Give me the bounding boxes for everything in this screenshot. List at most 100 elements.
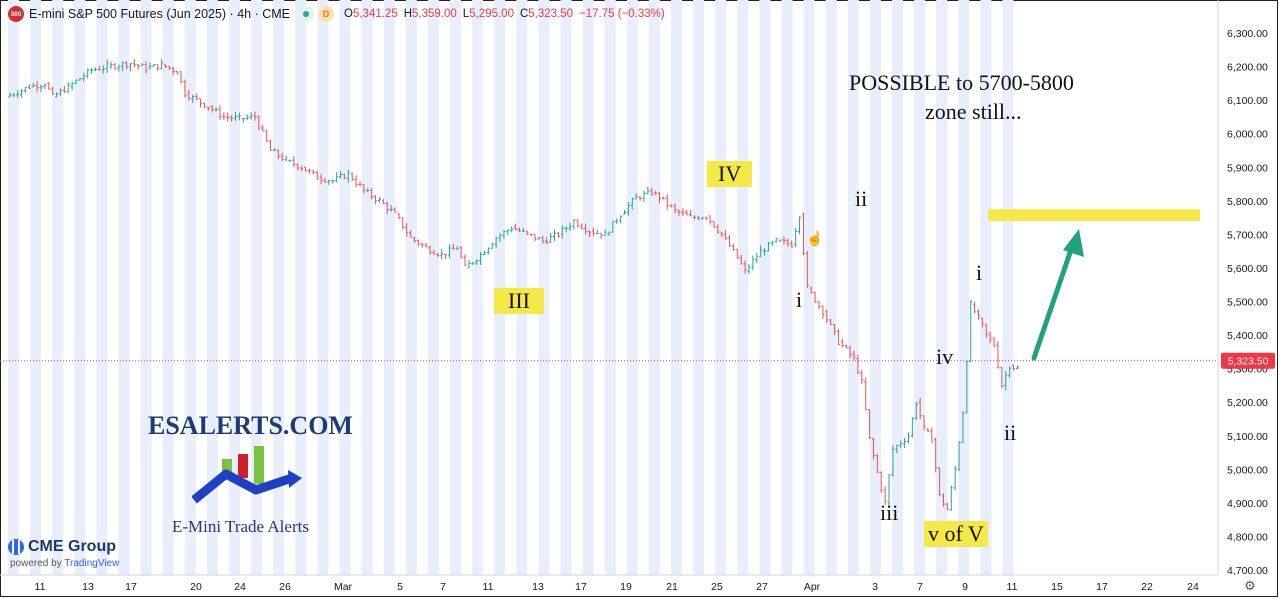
session-band [74, 0, 86, 575]
session-band [604, 0, 616, 575]
session-band [781, 0, 793, 575]
brand-tagline: E-Mini Trade Alerts [172, 517, 309, 536]
session-band [803, 0, 815, 575]
tradingview-link[interactable]: TradingView [64, 558, 120, 569]
x-tick-label: Apr [804, 581, 821, 593]
session-band [936, 0, 948, 575]
symbol-badge[interactable]: 500 [8, 6, 24, 22]
session-band [8, 0, 19, 575]
session-band [472, 0, 484, 575]
x-tick-label: 13 [532, 581, 544, 593]
session-band [52, 0, 64, 575]
x-tick-label: 13 [82, 581, 94, 593]
x-tick-label: 7 [917, 581, 923, 593]
session-band [361, 0, 373, 575]
x-tick-label: 21 [666, 581, 678, 593]
session-band [958, 0, 970, 575]
x-tick-label: 17 [125, 581, 137, 593]
session-band [427, 0, 439, 575]
wave-label-v-of-V: v of V [924, 521, 988, 547]
market-status-icon[interactable] [298, 6, 314, 22]
session-band [184, 0, 196, 575]
session-band [295, 0, 307, 575]
x-tick-label: 24 [1187, 581, 1199, 593]
session-band [96, 0, 108, 575]
x-tick-label: 5 [397, 581, 403, 593]
session-band [538, 0, 550, 575]
x-tick-label: 22 [1141, 581, 1153, 593]
ohlc-close: C5,323.50 [519, 8, 574, 20]
session-band [914, 0, 926, 575]
wave-label-ii-first: ii [855, 186, 868, 211]
target-annotation-line2: zone still... [925, 99, 1022, 124]
y-tick-label: 6,300.00 [1227, 28, 1268, 40]
powered-by[interactable]: powered by TradingView [10, 558, 120, 569]
session-band [892, 0, 903, 575]
y-tick-label: 4,800.00 [1227, 531, 1268, 543]
x-tick-label: 11 [35, 581, 46, 593]
y-tick-label: 5,100.00 [1227, 431, 1268, 443]
wave-label-i-first: i [796, 287, 803, 312]
session-band [671, 0, 682, 575]
y-tick-label: 6,000.00 [1227, 129, 1268, 141]
session-band [140, 0, 152, 575]
session-band [516, 0, 528, 575]
session-band [737, 0, 749, 575]
session-band [759, 0, 771, 575]
session-band [383, 0, 395, 575]
session-band [494, 0, 506, 575]
exchange-name: CME Group [28, 538, 116, 555]
y-tick-label: 6,100.00 [1227, 95, 1268, 107]
ohlc-open: O5,341.25 [344, 8, 398, 20]
settings-gear-icon[interactable]: ⚙ [1244, 578, 1256, 593]
ohlc-low: L5,295.00 [462, 8, 514, 20]
x-tick-label: 3 [872, 581, 878, 593]
target-annotation-line1: POSSIBLE to 5700-5800 [849, 70, 1074, 95]
y-tick-label: 4,900.00 [1227, 498, 1268, 510]
y-tick-label: 5,500.00 [1227, 297, 1268, 309]
x-tick-label: 27 [756, 581, 768, 593]
session-band [339, 0, 351, 575]
last-price-tag [1221, 352, 1275, 369]
projection-arrow-head [1063, 229, 1084, 257]
y-tick-label: 6,200.00 [1227, 62, 1268, 74]
mouse-cursor-icon: ☝ [806, 229, 823, 247]
delayed-data-badge[interactable]: D [318, 6, 334, 22]
session-band [626, 0, 638, 575]
wave-label-iii: iii [880, 500, 899, 525]
symbol-title[interactable]: E-mini S&P 500 Futures (Jun 2025) · 4h ·… [29, 7, 290, 21]
y-tick-label: 5,900.00 [1227, 162, 1268, 174]
session-band [251, 0, 263, 575]
session-band [980, 0, 992, 575]
x-tick-label: 17 [575, 581, 587, 593]
session-band [118, 0, 130, 575]
session-band [162, 0, 174, 575]
session-band [317, 0, 329, 575]
y-tick-label: 5,800.00 [1227, 196, 1268, 208]
x-tick-label: Mar [334, 581, 353, 593]
wave-label-iv: iv [936, 344, 954, 369]
price-change: −17.75 (−0.33%) [579, 8, 665, 20]
exchange-logo: CME Group [8, 538, 116, 556]
session-band [1002, 0, 1014, 575]
brand-site-name: ESALERTS.COM [148, 411, 353, 440]
x-tick-label: 24 [234, 581, 246, 593]
session-band [405, 0, 417, 575]
x-tick-label: 25 [711, 581, 723, 593]
projection-arrow-shaft [1031, 241, 1076, 361]
ohlc-high: H5,359.00 [403, 8, 457, 20]
x-tick-label: 20 [190, 581, 202, 593]
x-tick-label: 9 [962, 581, 968, 593]
wave-label-IV: IV [707, 161, 753, 187]
session-band [582, 0, 594, 575]
y-tick-label: 5,600.00 [1227, 263, 1268, 275]
x-tick-label: 17 [1096, 581, 1108, 593]
brand-logo-icon [192, 446, 302, 504]
wave-label-III: III [494, 288, 544, 314]
x-tick-label: 11 [483, 581, 494, 593]
y-tick-label: 5,700.00 [1227, 229, 1268, 241]
cme-globe-icon [8, 539, 24, 555]
session-band [715, 0, 727, 575]
